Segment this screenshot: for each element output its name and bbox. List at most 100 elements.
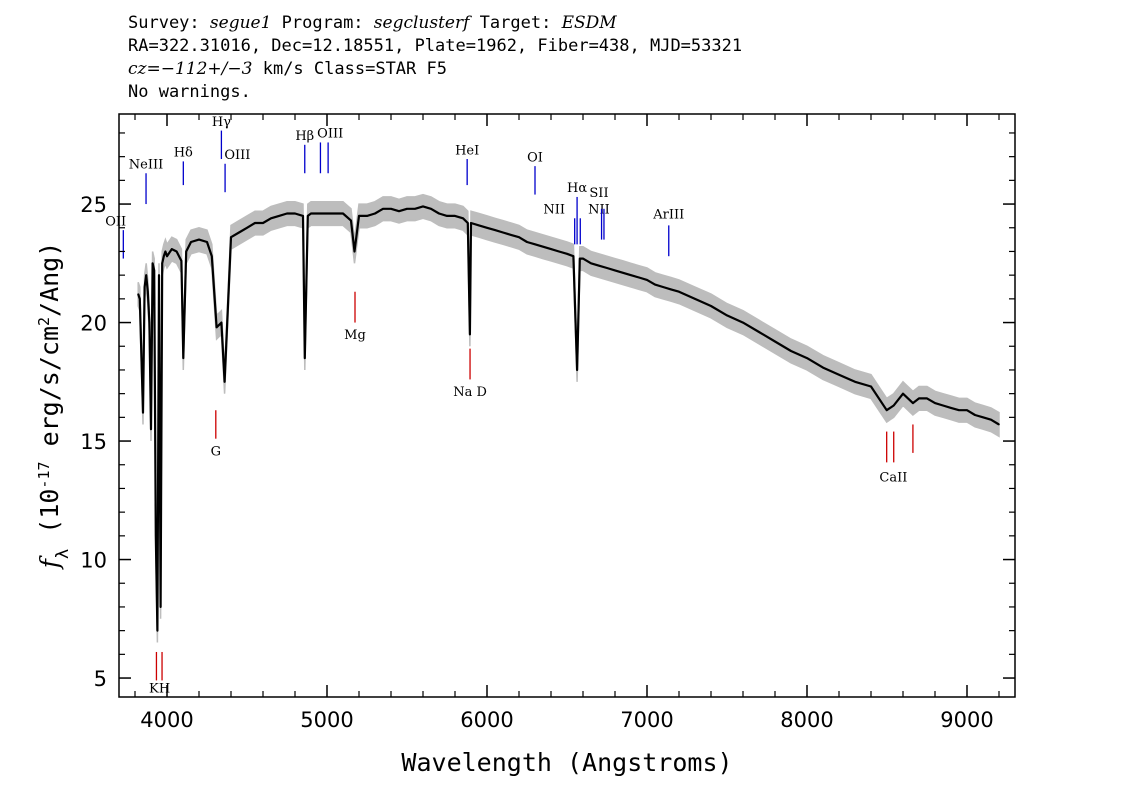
flux-point: [164, 250, 167, 253]
y-tick-label: 10: [80, 549, 107, 573]
emission-line-label: OIII: [224, 148, 250, 163]
target-value: ESDM: [561, 13, 617, 33]
flux-point: [318, 212, 320, 215]
y-axis-label: fλ (10-17 erg/s/cm2/Ang): [35, 242, 73, 571]
program-label: Program:: [281, 13, 364, 33]
emission-line-label: HeI: [455, 143, 479, 158]
flux-point: [467, 222, 469, 224]
flux-point: [215, 326, 218, 329]
absorption-line-label: K: [149, 681, 159, 696]
emission-line-label: OI: [527, 150, 543, 165]
target-label: Target:: [479, 13, 552, 33]
flux-point: [502, 231, 504, 234]
flux-point: [566, 253, 568, 255]
flux-point: [390, 208, 392, 210]
x-axis-label: Wavelength (Angstroms): [401, 748, 732, 777]
header-line-4: No warnings.: [128, 82, 251, 102]
flux-point: [238, 231, 240, 234]
class-text: Class=STAR F5: [313, 59, 447, 79]
flux-point: [148, 321, 151, 324]
flux-point: [774, 340, 776, 343]
flux-point: [286, 212, 288, 215]
flux-point: [406, 208, 408, 210]
absorption-line-label: CaII: [879, 470, 907, 485]
flux-point: [151, 262, 154, 265]
flux-error-band: [137, 193, 1000, 643]
flux-point: [974, 414, 976, 416]
y-tick-label: 25: [80, 193, 107, 217]
emission-line-label: Hδ: [174, 146, 193, 161]
flux-point: [958, 409, 960, 412]
flux-point: [353, 250, 356, 253]
flux-point: [446, 215, 448, 217]
flux-point: [694, 298, 696, 300]
flux-point: [307, 215, 309, 217]
flux-point: [175, 250, 178, 253]
flux-point: [579, 257, 581, 260]
y-tick-label: 5: [94, 667, 107, 691]
emission-line-label: NII: [543, 203, 565, 218]
flux-point: [150, 428, 152, 431]
flux-point: [262, 222, 264, 224]
emission-line-label: OIII: [317, 127, 343, 142]
absorption-line-label: Na D: [453, 385, 487, 400]
flux-point: [142, 411, 144, 414]
y-tick-label: 15: [80, 430, 107, 454]
flux-point: [966, 409, 968, 412]
flux-point: [885, 409, 888, 412]
flux-point: [185, 250, 187, 253]
flux-point: [374, 212, 376, 215]
survey-value: segue1: [209, 13, 272, 33]
x-tick-label: 6000: [460, 708, 513, 732]
flux-point: [542, 245, 544, 248]
flux-point: [163, 255, 165, 257]
x-tick-label: 4000: [140, 708, 193, 732]
flux-point: [153, 269, 155, 272]
flux-point: [246, 227, 248, 229]
flux-point: [398, 210, 400, 212]
flux-point: [614, 269, 616, 272]
flux-point: [838, 373, 840, 376]
flux-point: [982, 416, 984, 419]
emission-line-label: NeIII: [129, 158, 163, 173]
flux-point: [926, 397, 928, 400]
error-band-layer: [137, 193, 1000, 643]
flux-point: [526, 241, 528, 243]
flux-point: [590, 262, 592, 265]
emission-line-label: NII: [588, 203, 610, 218]
flux-point: [470, 222, 472, 224]
flux-point: [510, 234, 512, 236]
emission-line-label: SII: [589, 186, 608, 201]
flux-point: [278, 215, 280, 217]
emission-line-label: OII: [105, 214, 126, 229]
cz-value: −112+/−3: [160, 59, 253, 79]
flux-point: [892, 404, 895, 407]
flux-point: [166, 255, 168, 257]
flux-point: [942, 404, 944, 407]
flux-point: [790, 350, 792, 352]
emission-line-label: Hα: [567, 181, 587, 196]
header-line-3: cz=−112+/−3 km/s Class=STAR F5: [128, 58, 742, 81]
flux-point: [139, 298, 141, 300]
flux-point: [518, 236, 520, 238]
flux-point: [326, 212, 328, 215]
flux-point: [422, 205, 424, 208]
flux-point: [654, 283, 656, 286]
program-value: segclusterf: [373, 13, 470, 33]
flux-point: [350, 219, 352, 222]
flux-point: [558, 250, 560, 253]
flux-point: [211, 255, 213, 257]
flux-point: [758, 331, 760, 333]
flux-point: [270, 217, 272, 220]
flux-point: [430, 208, 432, 210]
axis-ticks: 4000 5000 6000 7000 8000 9000 5 10 15 20 25: [80, 114, 1015, 732]
header-line-1: Survey: segue1 Program: segclusterf Targ…: [128, 12, 742, 35]
flux-point: [198, 238, 200, 241]
flux-point: [342, 212, 344, 215]
flux-point: [646, 279, 648, 281]
flux-point: [710, 305, 712, 307]
flux-point: [638, 276, 640, 279]
emission-line-label: ArIII: [652, 207, 684, 222]
flux-point: [990, 418, 992, 421]
